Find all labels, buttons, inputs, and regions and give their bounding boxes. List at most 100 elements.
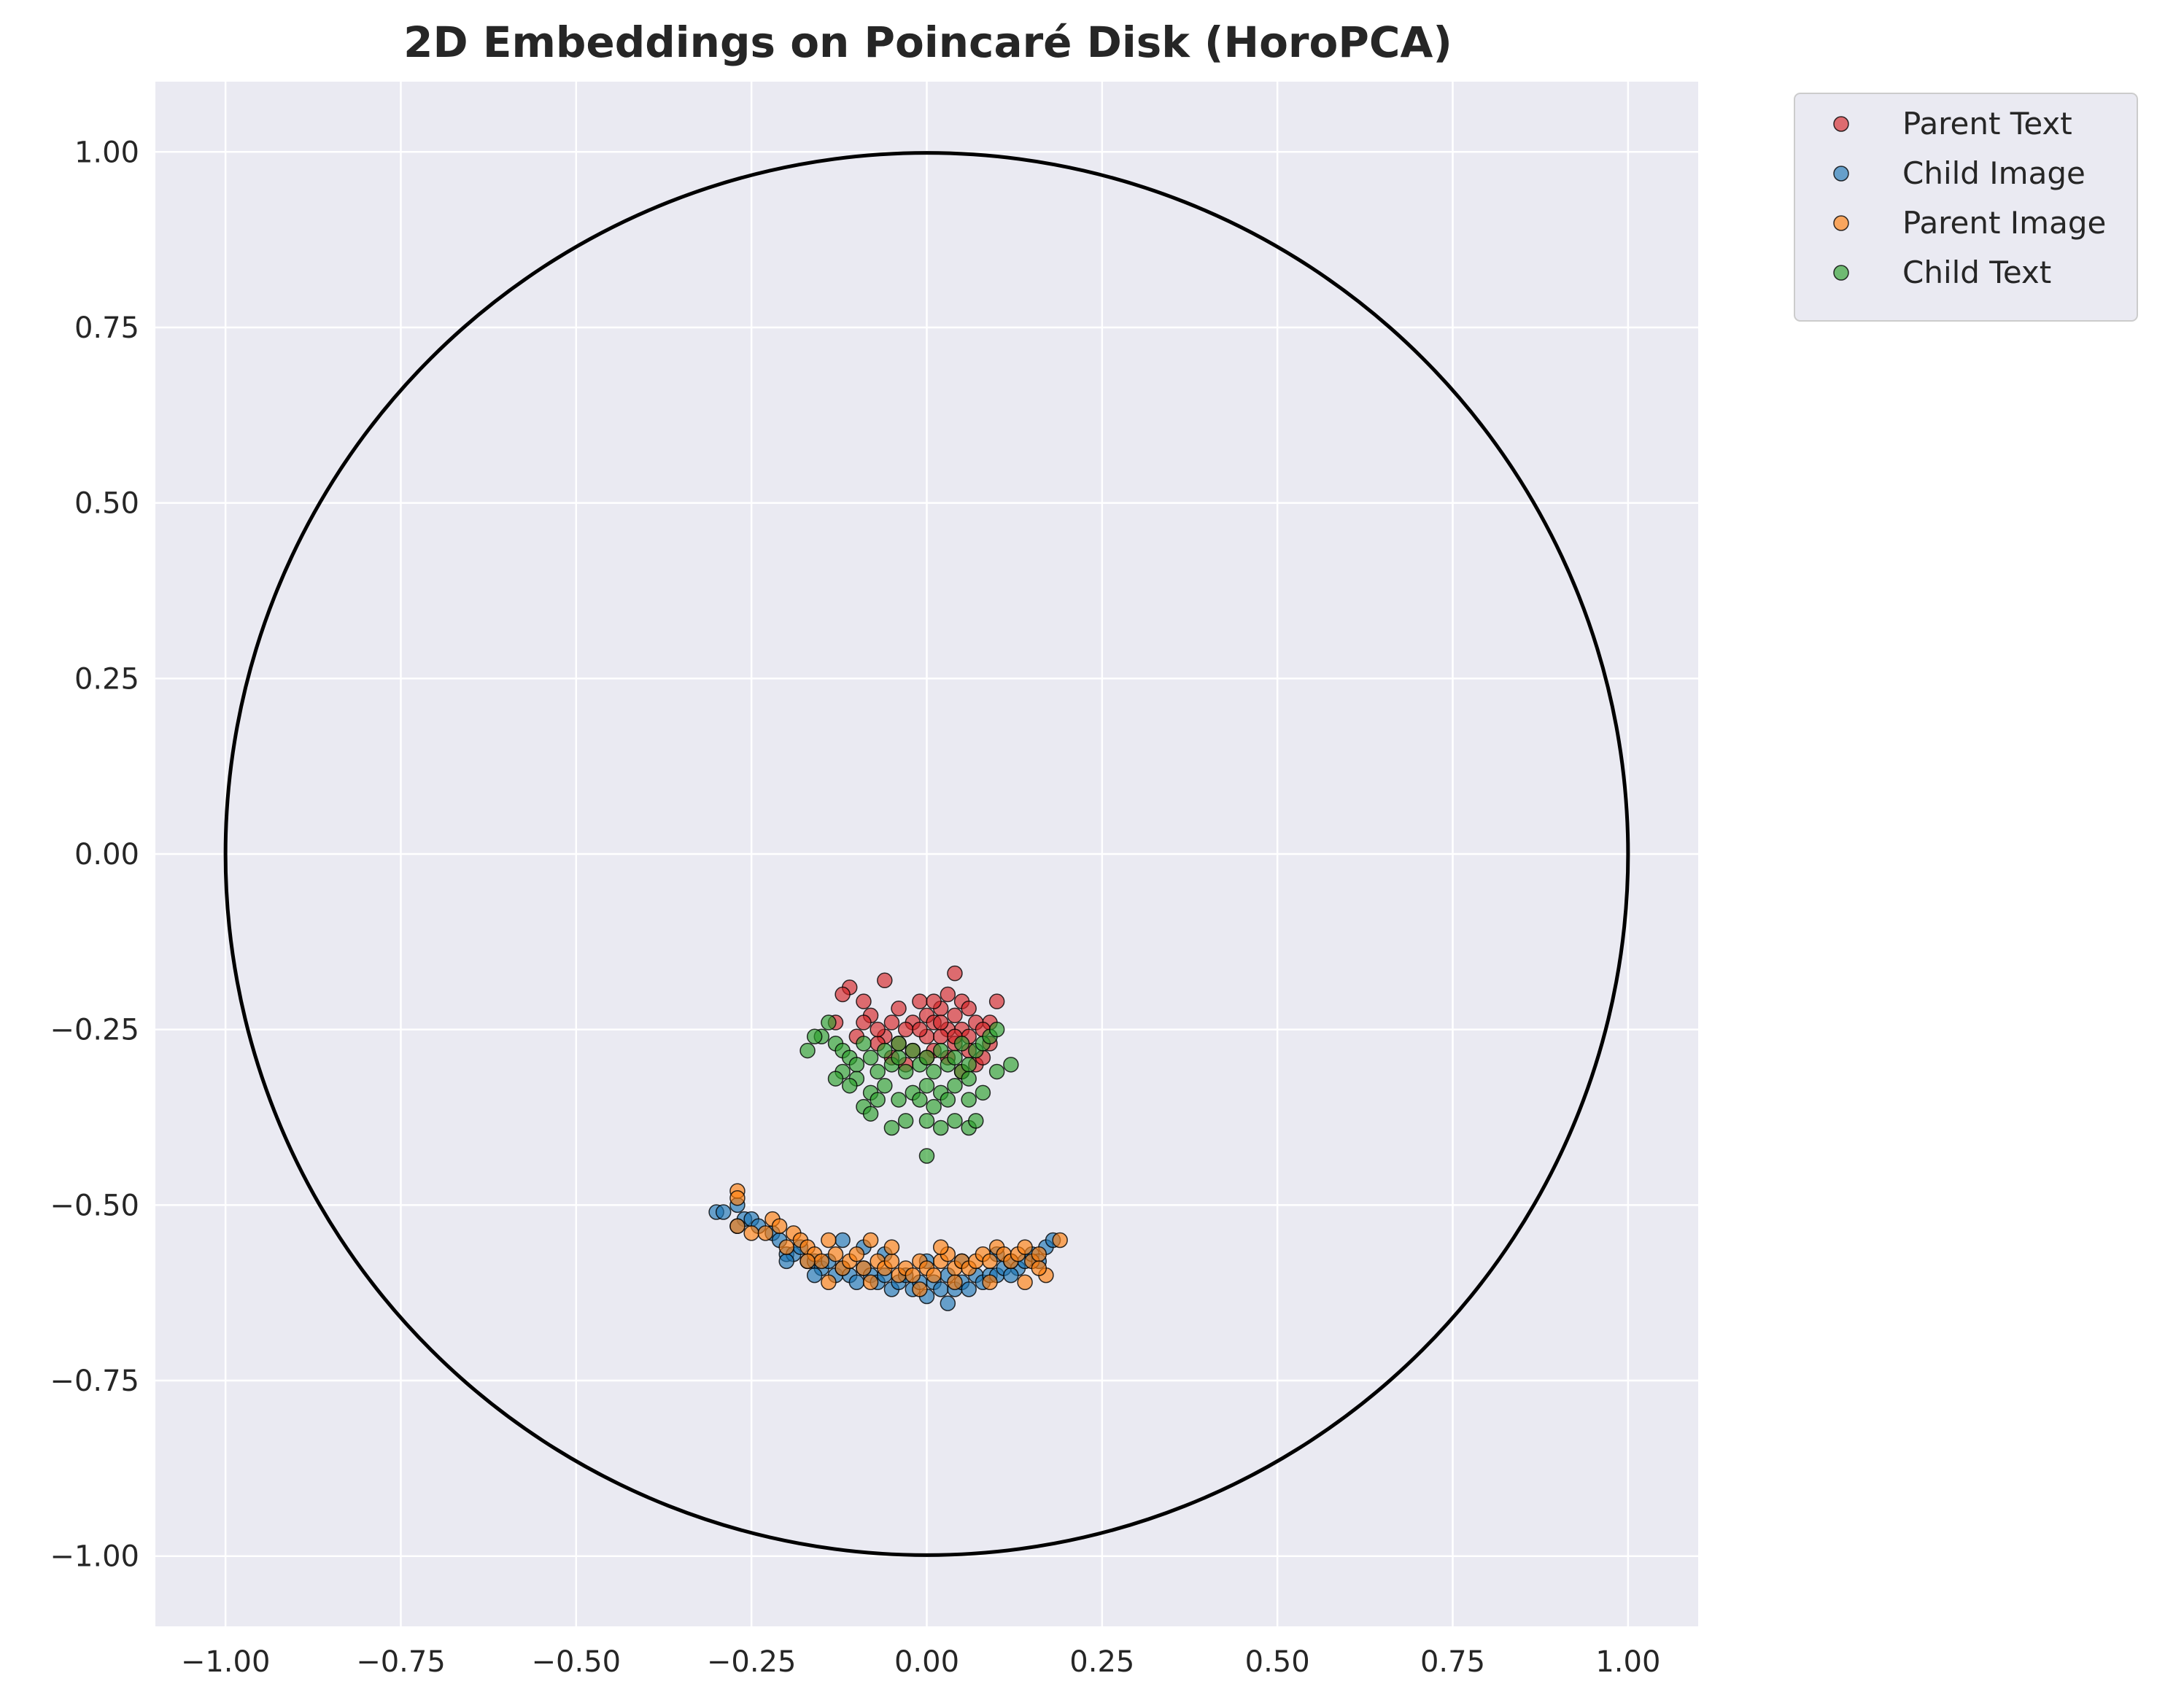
data-point <box>905 1042 921 1059</box>
data-point <box>778 1253 794 1270</box>
data-point <box>877 1077 893 1094</box>
data-point <box>988 993 1005 1009</box>
data-point <box>827 1246 844 1262</box>
data-point <box>926 1063 942 1080</box>
data-point <box>862 1106 879 1122</box>
data-point <box>778 1239 794 1255</box>
series-child-text <box>799 1014 1019 1164</box>
y-tick-label: −0.75 <box>50 1365 139 1398</box>
data-point <box>806 1267 823 1284</box>
data-point <box>947 1077 963 1094</box>
x-tick-label: −1.00 <box>181 1645 271 1679</box>
legend-box <box>1794 93 2138 322</box>
data-point <box>947 1049 963 1065</box>
data-point <box>932 1281 949 1297</box>
data-point <box>856 1014 872 1030</box>
data-point <box>891 1036 907 1052</box>
data-point <box>932 1239 949 1255</box>
data-point <box>912 993 928 1009</box>
data-point <box>947 1113 963 1129</box>
data-point <box>961 1001 977 1017</box>
data-point <box>1052 1232 1068 1249</box>
data-point <box>891 1049 907 1065</box>
x-tick-label: 0.25 <box>1069 1645 1134 1679</box>
x-tick-label: 0.50 <box>1245 1645 1310 1679</box>
legend-label: Child Text <box>1902 255 2051 290</box>
data-point <box>862 1232 879 1249</box>
data-point <box>827 1071 844 1087</box>
legend-label: Child Image <box>1902 155 2086 191</box>
x-tick-label: 0.00 <box>894 1645 959 1679</box>
data-point <box>883 1014 900 1030</box>
data-point <box>988 1021 1005 1038</box>
data-point <box>926 993 942 1009</box>
data-point <box>912 1021 928 1038</box>
data-point <box>961 1057 977 1073</box>
data-point <box>1003 1267 1019 1284</box>
data-point <box>813 1253 830 1270</box>
x-tick-label: 0.75 <box>1420 1645 1485 1679</box>
data-point <box>1017 1239 1033 1255</box>
x-tick-label: −0.50 <box>532 1645 621 1679</box>
data-point <box>953 1036 970 1052</box>
data-point <box>961 1071 977 1087</box>
legend-marker <box>1833 215 1849 231</box>
data-point <box>1031 1246 1047 1262</box>
data-point <box>918 1049 935 1065</box>
data-point <box>799 1042 816 1059</box>
data-point <box>897 1113 914 1129</box>
data-point <box>856 993 872 1009</box>
data-point <box>757 1225 774 1241</box>
data-point <box>729 1189 746 1206</box>
data-point <box>891 1001 907 1017</box>
data-point <box>862 1049 879 1065</box>
data-point <box>932 1042 949 1059</box>
data-point <box>883 1253 900 1270</box>
data-point <box>806 1028 823 1045</box>
legend-label: Parent Text <box>1902 106 2072 141</box>
data-point <box>912 1281 928 1297</box>
data-point <box>862 1274 879 1291</box>
data-point <box>821 1014 837 1030</box>
data-point <box>834 1232 851 1249</box>
data-point <box>771 1218 788 1234</box>
data-point <box>743 1225 759 1241</box>
data-point <box>988 1063 1005 1080</box>
data-point <box>905 1267 921 1284</box>
data-point <box>912 1092 928 1108</box>
data-point <box>821 1232 837 1249</box>
data-point <box>926 1267 942 1284</box>
data-point <box>947 1007 963 1024</box>
grid-lines <box>155 82 1698 1626</box>
y-tick-label: 0.75 <box>74 311 139 345</box>
data-point <box>926 1098 942 1115</box>
data-point <box>1031 1260 1047 1276</box>
data-point <box>877 1042 893 1059</box>
data-point <box>799 1253 816 1270</box>
data-point <box>1003 1057 1019 1073</box>
y-axis-ticks: 1.00 0.75 0.50 0.25 0.00 −0.25 −0.50 −0.75 −1.00 <box>50 136 139 1573</box>
data-point <box>848 1057 865 1073</box>
data-point <box>897 1021 914 1038</box>
chart-title: 2D Embeddings on Poincaré Disk (HoroPCA) <box>403 18 1452 67</box>
data-point <box>883 1239 900 1255</box>
x-tick-label: −0.75 <box>356 1645 446 1679</box>
data-point <box>947 1274 963 1291</box>
y-tick-label: 0.00 <box>74 838 139 872</box>
x-tick-label: 1.00 <box>1595 1645 1660 1679</box>
data-point <box>891 1092 907 1108</box>
data-point <box>932 1119 949 1136</box>
data-point <box>918 1113 935 1129</box>
series-parent-image <box>729 1183 1068 1297</box>
data-point <box>947 965 963 982</box>
data-point <box>842 1077 858 1094</box>
data-point <box>856 1260 872 1276</box>
data-point <box>975 1084 991 1101</box>
legend: Parent Text Child Image Parent Image Child … <box>1794 93 2138 322</box>
data-point <box>877 972 893 989</box>
y-tick-label: −1.00 <box>50 1540 139 1574</box>
data-point <box>940 1295 956 1311</box>
data-point <box>982 1274 998 1291</box>
data-point <box>883 1119 900 1136</box>
